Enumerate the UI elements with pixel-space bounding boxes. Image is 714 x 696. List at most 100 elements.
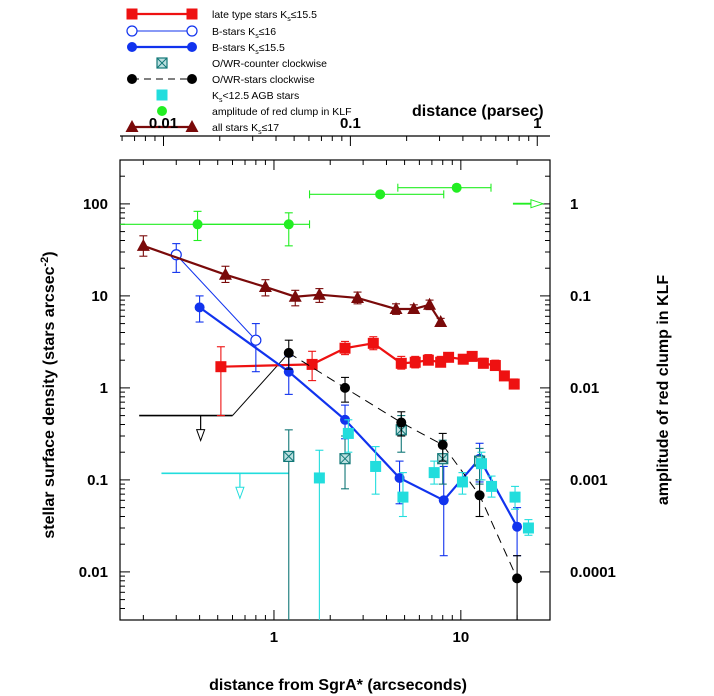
data-point [435,356,447,368]
data-point [396,417,407,428]
data-point [409,356,421,368]
legend-label-rest: ≤15.5 [291,9,317,21]
data-point [498,370,510,382]
data-point [395,357,407,369]
legend-label: O/WR-counter clockwise [212,58,327,70]
data-point [194,302,205,313]
right-tick-label: 0.01 [570,380,599,397]
legend-label: late type stars Ks≤15.5 [212,9,317,23]
series-line [142,244,442,323]
data-point [407,302,421,315]
marker-cross [156,57,168,69]
right-tick-label: 0.0001 [570,564,616,581]
plot-area [120,182,545,620]
legend-label-rest: ≤15.5 [259,42,285,54]
legend-item: all stars Ks≤17 [125,120,279,136]
data-point [258,279,272,292]
series-line [220,342,515,385]
series-line [198,306,519,528]
legend-marker [156,89,168,101]
data-point [477,357,489,369]
data-point [437,439,448,450]
legend-subscript: s [219,97,223,104]
legend-label: Ks<12.5 AGB stars [212,90,299,104]
legend-marker [157,106,167,116]
lower-limit-arrowhead [530,199,545,209]
red-clump-lower-limit [512,199,545,209]
legend-subscript: s [255,33,259,40]
data-point [456,476,468,488]
data-point [397,491,409,503]
right-tick-label: 0.001 [570,472,608,489]
legend-marker [187,74,197,84]
data-point [312,287,326,300]
data-point [288,289,302,302]
legend-subscript: s [258,129,262,136]
data-point [474,490,485,501]
data-point [339,453,351,465]
legend-label: B-stars Ks≤16 [212,26,276,40]
top-axis-title: distance (parsec) [412,103,544,120]
legend-marker [127,74,137,84]
y-tick-label: 0.01 [79,564,108,581]
data-point [306,358,318,370]
data-point [489,360,501,372]
top-tick-label: 0.1 [340,115,361,132]
data-point [389,302,403,315]
legend-marker [126,25,138,37]
data-point [136,238,150,251]
legend-marker [127,42,137,52]
data-point [192,219,203,230]
series-line [175,254,257,341]
legend-item: late type stars Ks≤15.5 [126,8,317,23]
legend-marker [186,25,198,37]
data-point [486,480,498,492]
data-point [218,267,232,280]
right-tick-label: 1 [570,196,578,213]
data-point [522,522,534,534]
y-axis-title-text: stellar surface density (stars arcsec [41,266,58,538]
legend-item: Ks<12.5 AGB stars [156,89,299,104]
legend-subscript: s [255,49,259,56]
legend-label-rest: ≤16 [259,26,277,38]
legend-item: B-stars Ks≤16 [126,25,276,40]
data-point [512,573,523,584]
series-o-wr-counter-clockwise [283,415,486,620]
x-axis-ticks: 1 10 [142,160,551,646]
top-tick-label: 1 [533,115,541,132]
legend-marker [125,120,139,132]
data-point [342,427,354,439]
data-point [438,495,449,506]
upper-limit-connector [232,352,290,416]
x-axis-title: distance from SgrA* (arcseconds) [209,677,467,694]
marker-cross [339,453,351,465]
legend-label: O/WR-stars clockwise [212,74,315,86]
legend-marker [186,8,198,20]
marker-cross [283,451,295,462]
data-point [476,458,488,470]
legend-label-rest: <12.5 AGB stars [223,90,300,102]
legend-marker [187,42,197,52]
series-b-stars-k-16 [170,243,262,373]
data-point [508,378,520,390]
legend-item: O/WR-counter clockwise [156,57,327,70]
x-tick-label: 10 [452,629,469,646]
upper-limit-arrowhead [195,429,206,443]
data-point [283,347,294,358]
data-point [466,350,478,362]
y-axis-ticks: 100 10 1 0.1 0.01 [79,159,130,621]
legend-item: amplitude of red clump in KLF [157,106,351,118]
legend: late type stars Ks≤15.5 B-stars Ks≤16 B-st… [125,8,351,136]
right-axis-title: amplitude of red clump in KLF [655,275,672,505]
data-point [250,334,262,346]
data-point [422,354,434,366]
data-point [375,189,386,200]
series-b-stars-k-15-5 [194,295,523,557]
series-line [288,352,518,579]
y-axis-title: stellar surface density (stars arcsec-2) [39,251,58,538]
legend-item: O/WR-stars clockwise [127,74,315,86]
legend-label: B-stars Ks≤15.5 [212,42,285,56]
legend-item: B-stars Ks≤15.5 [127,42,285,56]
data-point [428,467,440,479]
